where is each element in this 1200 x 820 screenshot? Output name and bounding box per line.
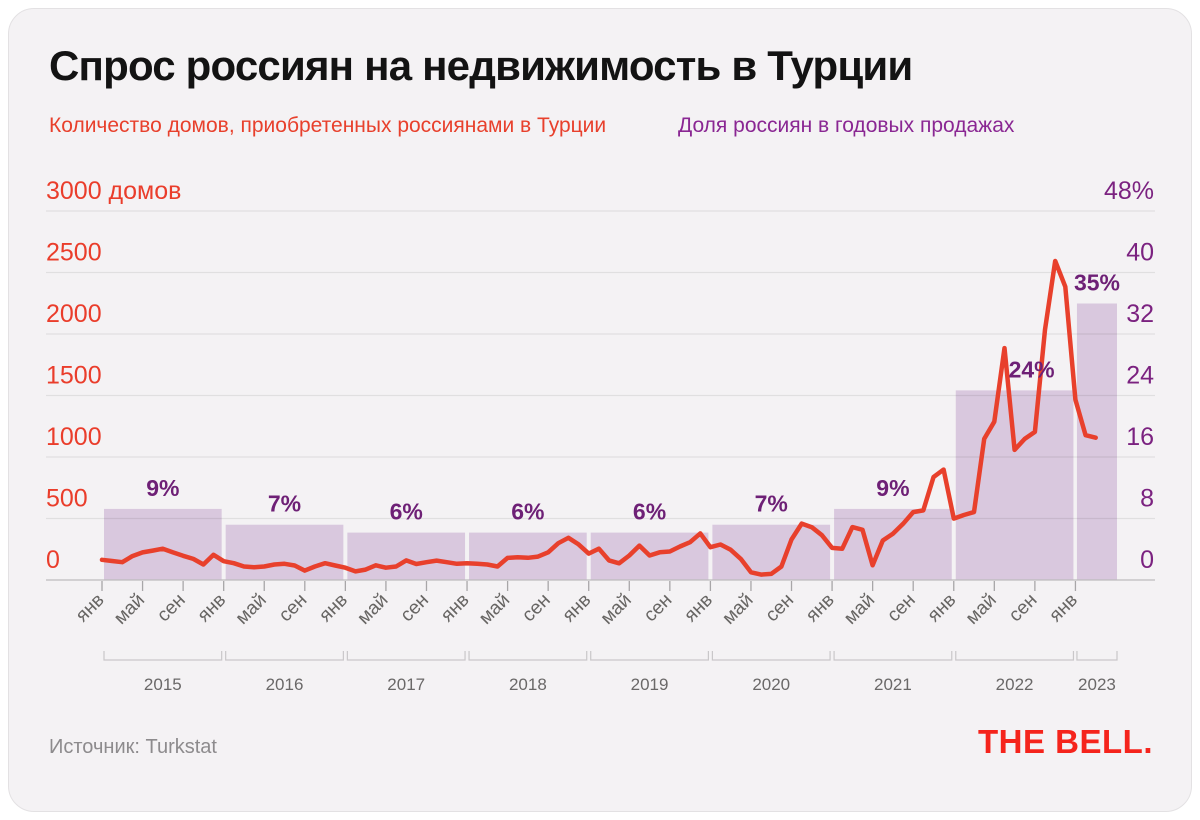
month-label: май — [962, 590, 1001, 629]
bar-percent-label: 6% — [633, 499, 666, 525]
month-label: янв — [802, 590, 839, 627]
houses-line-series — [99, 258, 1098, 577]
month-label: сен — [153, 590, 189, 626]
right-axis-label: 32 — [1126, 300, 1154, 328]
month-label: май — [110, 590, 149, 629]
month-label: янв — [1045, 590, 1082, 627]
year-label: 2022 — [996, 675, 1034, 694]
month-label: май — [475, 590, 514, 629]
bar-percent-label: 7% — [268, 491, 301, 517]
left-axis-label: 0 — [46, 546, 60, 574]
year-label: 2021 — [874, 675, 912, 694]
left-axis-label: 3000 домов — [46, 177, 181, 205]
month-label: сен — [883, 590, 919, 626]
bar-share-2016 — [225, 524, 344, 580]
year-bracket — [225, 651, 344, 661]
page-title: Спрос россиян на недвижимость в Турции — [49, 42, 913, 89]
month-label: янв — [437, 590, 474, 627]
left-axis-label: 500 — [46, 485, 88, 513]
bar-percent-label: 7% — [755, 491, 788, 517]
right-axis-label: 24 — [1126, 362, 1154, 390]
legend-houses-label: Количество домов, приобретенных россияна… — [49, 114, 607, 137]
year-bracket — [103, 651, 223, 661]
month-label: сен — [275, 590, 311, 626]
bar-percent-label: 6% — [390, 499, 423, 525]
month-label: май — [597, 590, 636, 629]
year-bracket — [590, 651, 709, 661]
left-axis-label: 2500 — [46, 239, 102, 267]
month-label: май — [353, 590, 392, 629]
year-bracket — [1076, 651, 1118, 661]
right-axis-label: 48% — [1104, 177, 1154, 205]
month-label: янв — [559, 590, 596, 627]
bar-percent-label: 9% — [876, 475, 909, 501]
month-label: май — [232, 590, 271, 629]
bar-share-2015 — [104, 508, 222, 580]
left-axis-label: 2000 — [46, 300, 102, 328]
month-label: сен — [762, 590, 798, 626]
month-label: сен — [640, 590, 676, 626]
year-bracket — [955, 651, 1075, 661]
right-axis-label: 40 — [1126, 239, 1154, 267]
month-label: янв — [680, 590, 717, 627]
bar-percent-label: 6% — [511, 499, 544, 525]
source-note: Источник: Turkstat — [49, 736, 217, 758]
bar-share-2021 — [834, 508, 952, 580]
bar-percent-label: 24% — [1009, 356, 1055, 382]
right-axis-label: 0 — [1140, 546, 1154, 574]
month-label: сен — [1005, 590, 1041, 626]
legend-share-label: Доля россиян в годовых продажах — [678, 114, 1015, 137]
month-label: сен — [518, 590, 554, 626]
right-axis-label: 8 — [1140, 485, 1154, 513]
month-label: янв — [72, 590, 109, 627]
bar-percent-label: 35% — [1074, 270, 1120, 296]
year-label: 2019 — [631, 675, 669, 694]
right-axis-label: 16 — [1126, 423, 1154, 451]
left-axis-label: 1000 — [46, 423, 102, 451]
bar-share-2023 — [1076, 303, 1117, 580]
month-label: янв — [194, 590, 231, 627]
year-label: 2017 — [387, 675, 425, 694]
year-label: 2023 — [1078, 675, 1116, 694]
year-label: 2018 — [509, 675, 547, 694]
month-label: янв — [924, 590, 961, 627]
month-label: сен — [397, 590, 433, 626]
month-label: янв — [315, 590, 352, 627]
year-label: 2020 — [752, 675, 790, 694]
year-bracket — [468, 651, 588, 661]
year-bracket — [711, 651, 831, 661]
bar-share-2017 — [347, 532, 466, 580]
the-bell-logo: THE BELL. — [978, 723, 1153, 760]
year-bracket — [833, 651, 953, 661]
bar-share-2022 — [955, 390, 1074, 580]
month-label: май — [840, 590, 879, 629]
left-axis-label: 1500 — [46, 362, 102, 390]
year-label: 2016 — [266, 675, 304, 694]
month-label: май — [718, 590, 757, 629]
year-bracket — [346, 651, 466, 661]
year-label: 2015 — [144, 675, 182, 694]
bar-percent-label: 9% — [146, 475, 179, 501]
